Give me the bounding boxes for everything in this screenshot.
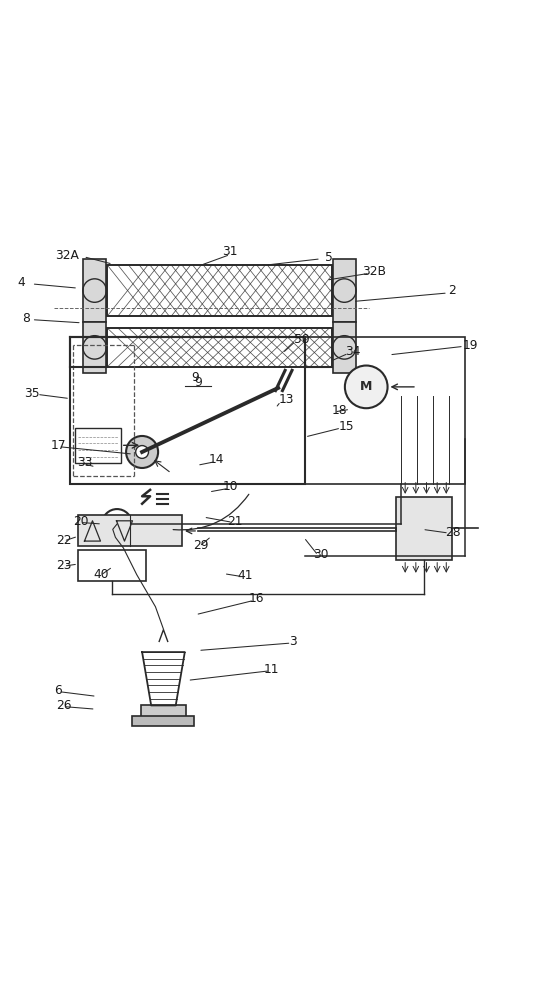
- Text: 41: 41: [238, 569, 253, 582]
- Text: 40: 40: [93, 568, 109, 581]
- Circle shape: [136, 446, 149, 458]
- Text: 20: 20: [73, 515, 88, 528]
- Bar: [108, 328, 332, 367]
- Text: 26: 26: [56, 699, 71, 712]
- Text: 16: 16: [249, 592, 265, 605]
- Text: 9: 9: [194, 376, 202, 389]
- Text: 23: 23: [56, 559, 71, 572]
- Bar: [78, 515, 182, 546]
- Text: 21: 21: [227, 515, 242, 528]
- Text: 50: 50: [294, 333, 310, 346]
- Text: 30: 30: [313, 548, 328, 561]
- Bar: [70, 337, 305, 484]
- Text: 3: 3: [289, 635, 297, 648]
- Text: 14: 14: [209, 453, 225, 466]
- Text: 28: 28: [445, 526, 461, 539]
- Text: 17: 17: [51, 439, 66, 452]
- Text: 10: 10: [223, 480, 238, 493]
- Bar: [333, 322, 356, 373]
- Text: M: M: [360, 380, 372, 393]
- Text: 13: 13: [278, 393, 294, 406]
- Bar: [141, 705, 186, 717]
- Text: 8: 8: [22, 312, 30, 325]
- Circle shape: [126, 436, 158, 468]
- Text: 4: 4: [17, 276, 25, 289]
- Text: 2: 2: [448, 284, 455, 297]
- Bar: [395, 497, 452, 560]
- Bar: [75, 428, 121, 463]
- Text: 34: 34: [345, 345, 361, 358]
- Text: 32A: 32A: [56, 249, 79, 262]
- Text: 15: 15: [339, 420, 354, 433]
- Text: 33: 33: [77, 456, 93, 469]
- Text: 32B: 32B: [362, 265, 386, 278]
- Bar: [108, 265, 332, 316]
- Text: 31: 31: [223, 245, 238, 258]
- Text: 29: 29: [193, 539, 209, 552]
- Text: 22: 22: [56, 534, 71, 547]
- Text: 6: 6: [55, 684, 62, 697]
- Text: 11: 11: [264, 663, 279, 676]
- Text: 5: 5: [325, 251, 333, 264]
- Text: 9: 9: [192, 371, 200, 384]
- Bar: [83, 259, 106, 322]
- Text: 18: 18: [332, 404, 347, 417]
- Text: 35: 35: [24, 387, 40, 400]
- Text: 19: 19: [463, 339, 478, 352]
- Bar: [333, 259, 356, 322]
- Bar: [133, 716, 194, 726]
- Bar: [305, 337, 465, 484]
- Bar: [78, 550, 147, 581]
- Circle shape: [345, 366, 387, 408]
- Bar: [83, 322, 106, 373]
